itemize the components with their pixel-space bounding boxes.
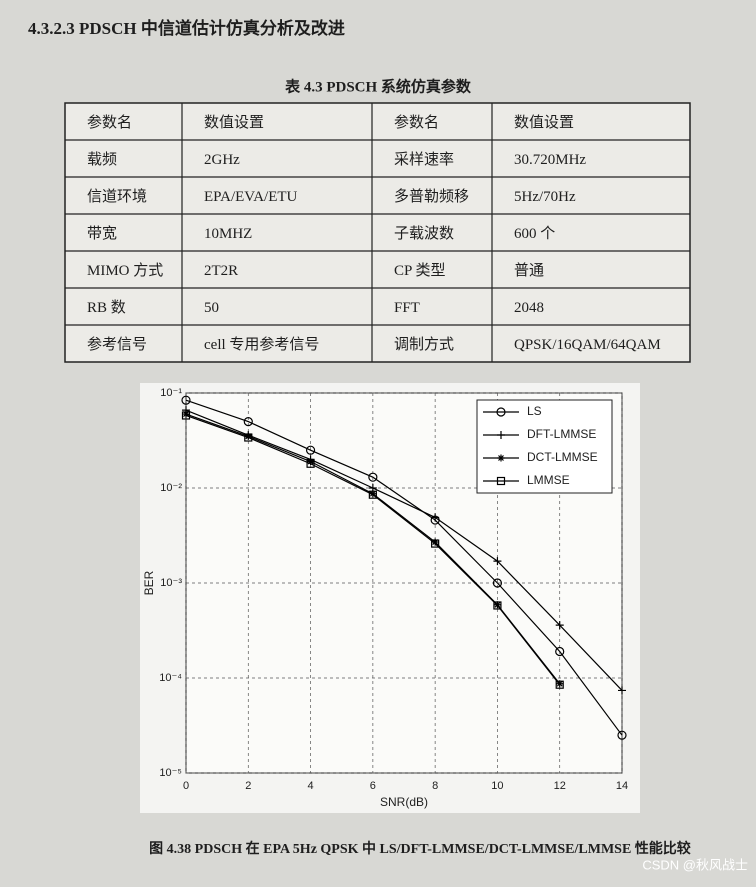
marker (244, 432, 252, 440)
series-line (185, 399, 623, 736)
marker (493, 601, 502, 610)
watermark: CSDN @秋风战士 (642, 857, 748, 872)
table-cell: 2048 (514, 300, 544, 316)
x-tick-label: 8 (432, 780, 438, 792)
marker (618, 686, 626, 695)
table-cell: 参数名 (394, 114, 439, 131)
legend-label: DCT-LMMSE (527, 450, 598, 464)
x-tick-label: 0 (183, 780, 189, 792)
table-cell: 参数名 (87, 114, 132, 131)
figure-caption: 图 4.38 PDSCH 在 EPA 5Hz QPSK 中 LS/DFT-LMM… (149, 840, 691, 857)
table-cell: 数值设置 (514, 114, 574, 131)
table-caption: 表 4.3 PDSCH 系统仿真参数 (285, 77, 472, 95)
table-cell: RB 数 (87, 299, 126, 316)
table-cell: 多普勒频移 (394, 188, 469, 205)
table-cell: 10MHZ (204, 226, 252, 242)
marker (431, 538, 439, 546)
table-cell: 信道环境 (87, 187, 147, 205)
legend-label: LMMSE (527, 473, 570, 487)
table-cell: 数值设置 (204, 114, 264, 131)
table-cell: 2T2R (204, 263, 238, 279)
marker (496, 476, 506, 486)
section-heading: 4.3.2.3 PDSCH 中信道估计仿真分析及改进 (28, 18, 345, 38)
marker (181, 411, 191, 420)
marker (555, 646, 565, 657)
marker (182, 410, 190, 418)
marker (431, 513, 440, 522)
x-tick-label: 6 (370, 780, 376, 792)
table-cell: 参考信号 (87, 336, 147, 353)
table-cell: 带宽 (87, 225, 117, 242)
marker (555, 621, 564, 630)
marker (368, 472, 378, 482)
x-tick-label: 10 (491, 780, 503, 792)
legend-label: DFT-LMMSE (527, 427, 596, 441)
x-tick-label: 2 (245, 780, 251, 792)
marker (244, 433, 253, 442)
marker (497, 431, 505, 439)
marker (617, 730, 627, 740)
table-cell: QPSK/16QAM/64QAM (514, 337, 661, 353)
table-cell: 载频 (87, 151, 117, 168)
series-line (185, 414, 561, 686)
table-cell: 普通 (514, 262, 544, 279)
marker (555, 680, 564, 689)
y-tick-label: 10⁻³ (160, 577, 182, 589)
table-cell: cell 专用参考信号 (204, 336, 319, 353)
marker (369, 490, 377, 498)
table-cell: 采样速率 (394, 151, 454, 168)
table-cell: 30.720MHz (514, 152, 586, 168)
marker (181, 395, 191, 405)
marker (497, 454, 505, 462)
marker (431, 539, 440, 548)
table-cell: CP 类型 (394, 262, 446, 279)
table-frame (64, 102, 691, 363)
table-cell: 600 个 (514, 225, 555, 242)
y-tick-label: 10⁻¹ (160, 387, 182, 399)
y-axis-label: BER (142, 570, 156, 595)
marker (368, 490, 377, 499)
y-tick-label: 10⁻² (160, 482, 182, 494)
marker (496, 407, 506, 417)
table-cell: 调制方式 (394, 336, 454, 353)
table-cell: MIMO 方式 (87, 262, 163, 279)
table-cell: 50 (204, 300, 219, 316)
table-cell: 2GHz (204, 152, 240, 168)
marker (492, 578, 503, 588)
x-tick-label: 4 (308, 780, 314, 792)
table-cell: EPA/EVA/ETU (204, 189, 298, 205)
legend-label: LS (527, 404, 542, 418)
marker (305, 445, 316, 455)
table-cell: 5Hz/70Hz (514, 189, 576, 205)
marker (493, 557, 502, 566)
marker (307, 458, 315, 466)
table-cell: FFT (394, 300, 420, 316)
table-cell: 子载波数 (394, 225, 454, 242)
marker (306, 459, 315, 468)
series-line (185, 409, 623, 691)
y-tick-label: 10⁻⁵ (159, 767, 182, 779)
x-tick-label: 14 (616, 780, 628, 792)
y-tick-label: 10⁻⁴ (159, 672, 182, 684)
marker (243, 416, 253, 427)
x-tick-label: 12 (554, 780, 566, 792)
x-axis-label: SNR(dB) (380, 795, 428, 809)
